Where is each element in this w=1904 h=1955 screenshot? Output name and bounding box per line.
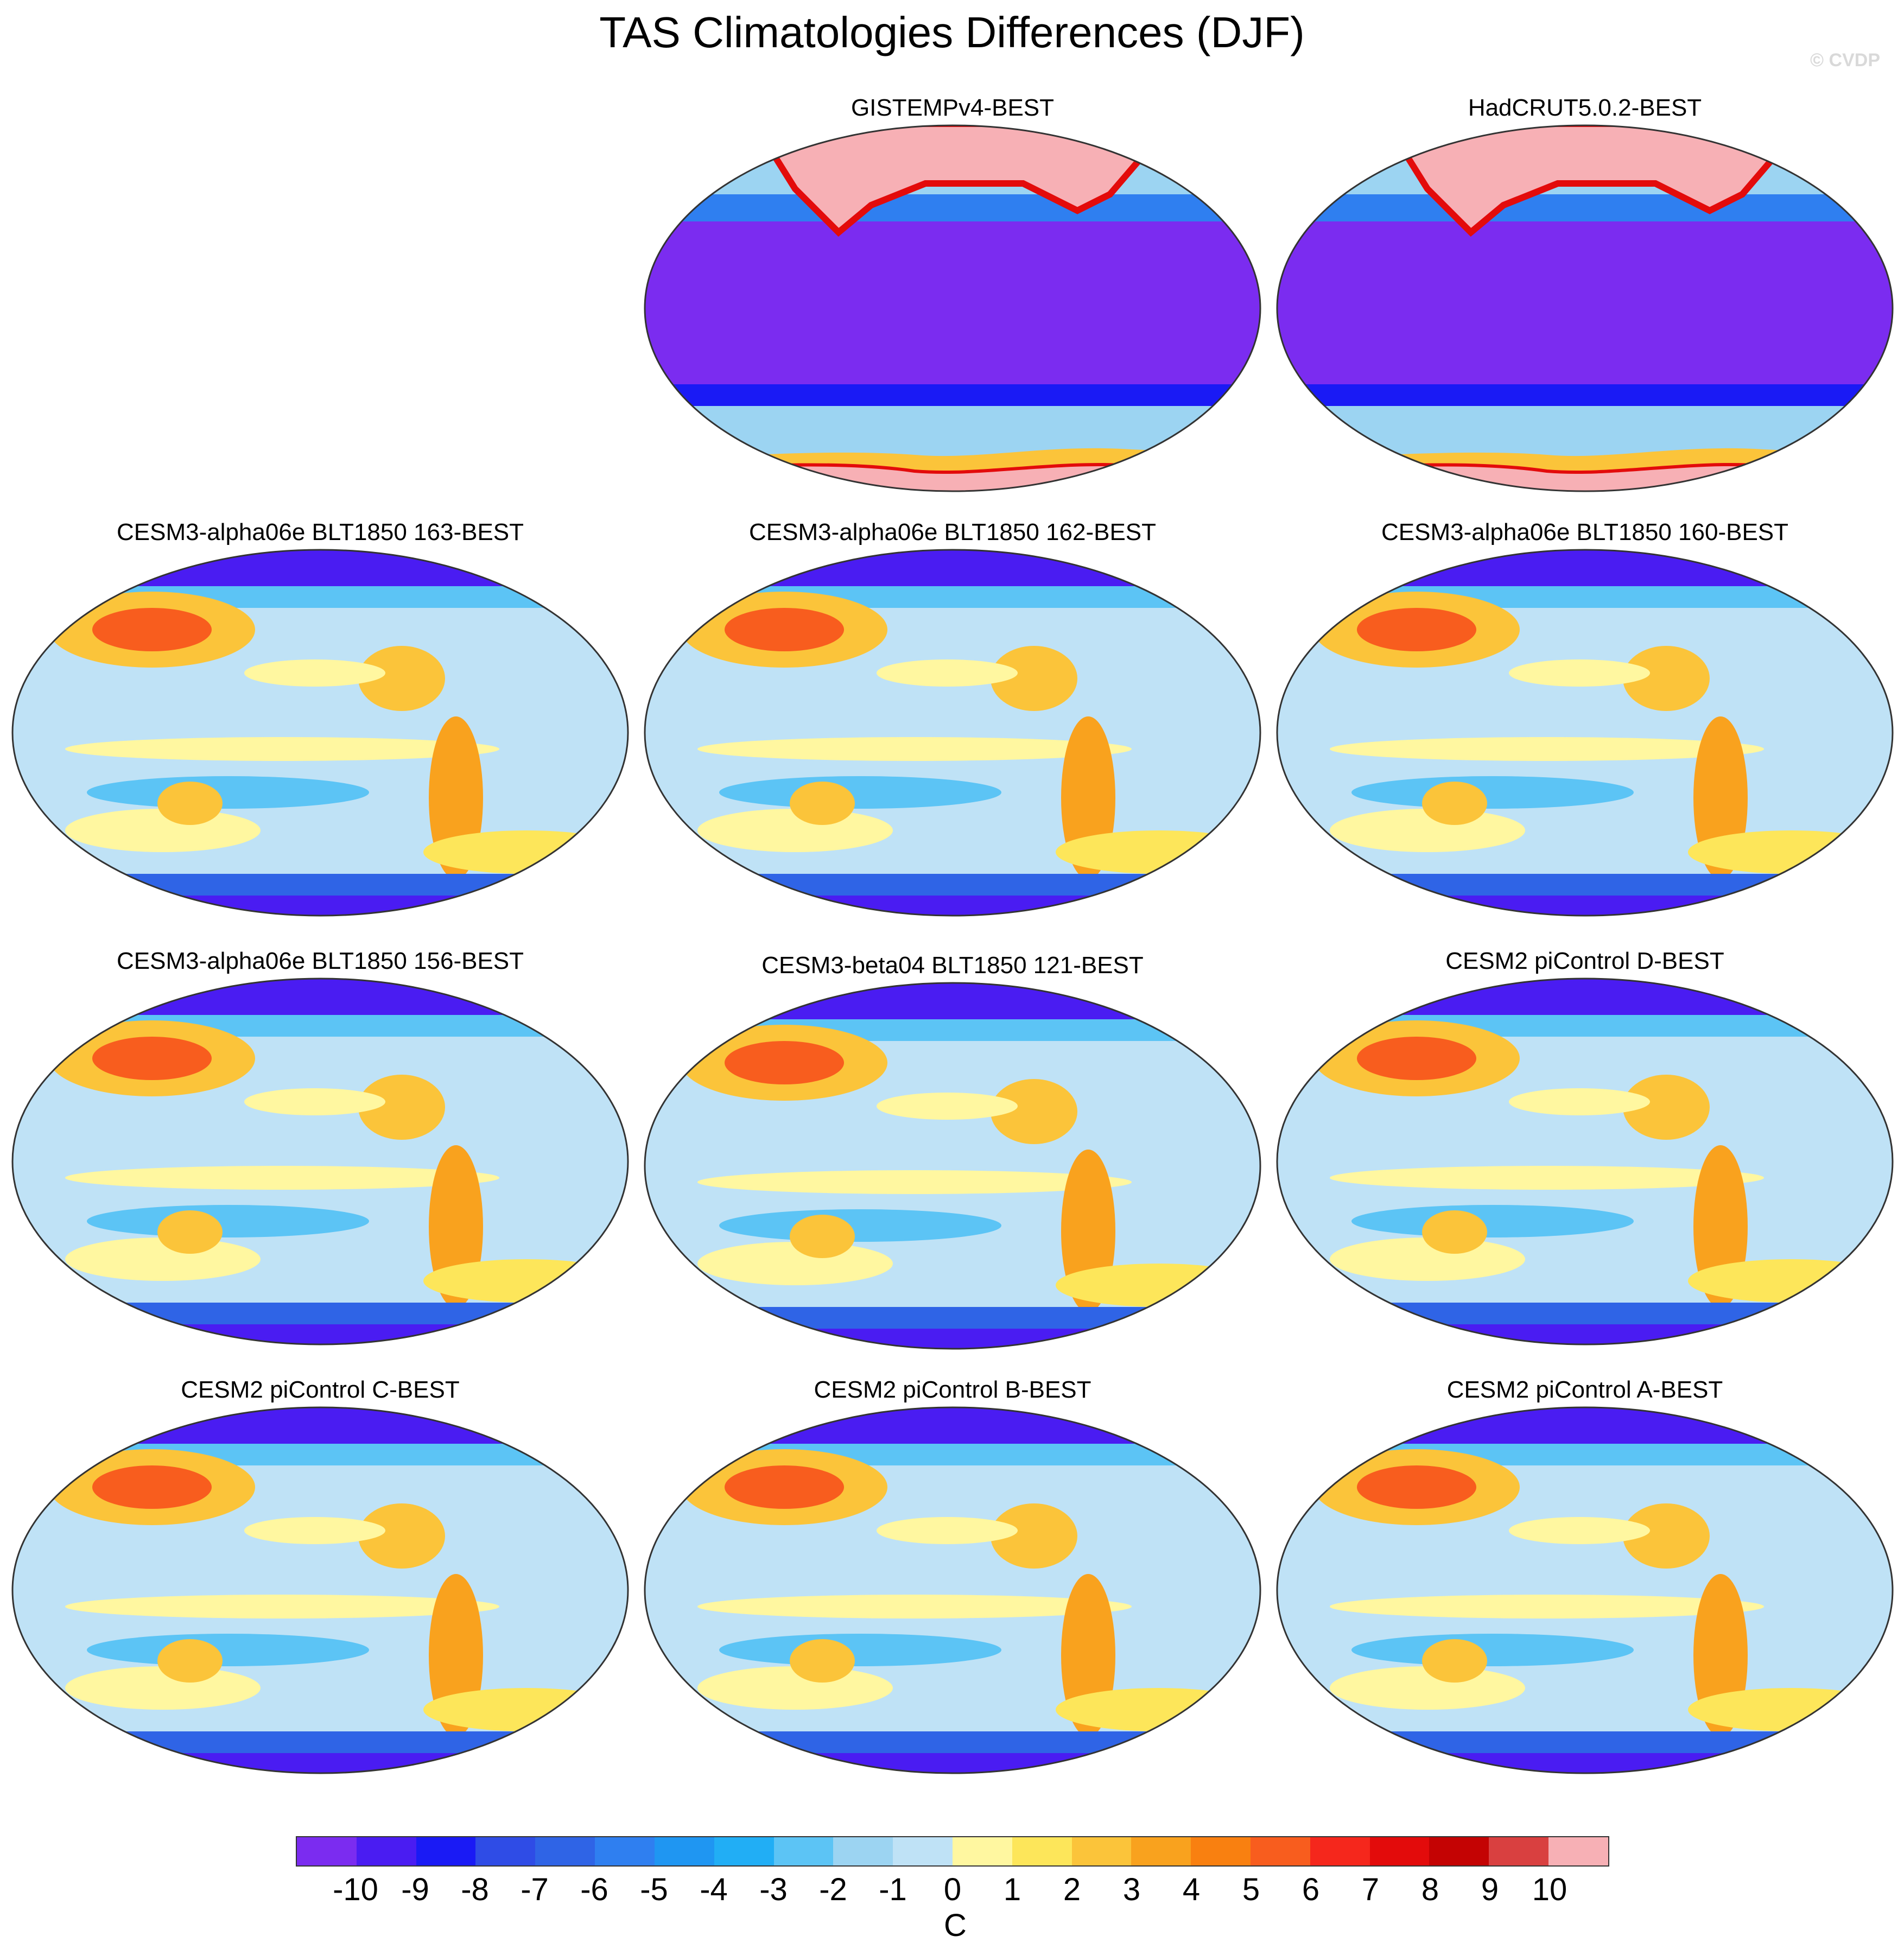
colorbar-segment (1012, 1837, 1072, 1865)
copyright-watermark: © CVDP (1810, 50, 1880, 71)
panel-title-gistemp: GISTEMPv4-BEST (851, 94, 1055, 121)
page-title: TAS Climatologies Differences (DJF) (599, 8, 1305, 56)
colorbar-tick-label: 2 (1063, 1872, 1081, 1907)
colorbar-segment (1251, 1837, 1310, 1865)
panel-title-cesm3-160: CESM3-alpha06e BLT1850 160-BEST (1381, 519, 1789, 545)
colorbar-tick-label: 1 (1003, 1872, 1021, 1907)
colorbar-segment (654, 1837, 714, 1865)
colorbar-segment (1310, 1837, 1370, 1865)
colorbar (296, 1836, 1609, 1867)
colorbar-segment (893, 1837, 953, 1865)
colorbar-tick-label: -2 (819, 1872, 847, 1907)
colorbar-segment (356, 1837, 416, 1865)
colorbar-segment (297, 1837, 357, 1865)
colorbar-tick-label: -1 (879, 1872, 907, 1907)
colorbar-tick-label: -10 (333, 1872, 378, 1907)
panel-title-cesm2-b: CESM2 piControl B-BEST (814, 1376, 1091, 1403)
panel-title-cesm3-156: CESM3-alpha06e BLT1850 156-BEST (116, 948, 524, 974)
colorbar-segment (416, 1837, 476, 1865)
map-gistemp (644, 124, 1261, 492)
colorbar-tick-label: 6 (1302, 1872, 1320, 1907)
map-model (644, 982, 1261, 1350)
colorbar-segment (535, 1837, 595, 1865)
colorbar-tick-label: 10 (1532, 1872, 1567, 1907)
colorbar-segment (952, 1837, 1012, 1865)
colorbar-tick-label: 8 (1421, 1872, 1439, 1907)
colorbar-tick-label: -6 (580, 1872, 608, 1907)
colorbar-tick-label: 3 (1122, 1872, 1141, 1907)
map-model (644, 1406, 1261, 1774)
colorbar-segment (1191, 1837, 1251, 1865)
panel-title-cesm2-c: CESM2 piControl C-BEST (181, 1376, 460, 1403)
map-hadcrut (1276, 124, 1894, 492)
panel-title-cesm3-163: CESM3-alpha06e BLT1850 163-BEST (116, 519, 524, 545)
colorbar-segment (1548, 1837, 1608, 1865)
panel-title-cesm2-d: CESM2 piControl D-BEST (1445, 948, 1724, 974)
colorbar-tick-label: 4 (1182, 1872, 1201, 1907)
colorbar-segment (1489, 1837, 1549, 1865)
colorbar-segment (1131, 1837, 1191, 1865)
colorbar-tick-label: -9 (401, 1872, 429, 1907)
colorbar-tick-label: -7 (521, 1872, 549, 1907)
colorbar-unit-label: C (944, 1908, 967, 1943)
colorbar-tick-label: 9 (1481, 1872, 1499, 1907)
colorbar-segment (595, 1837, 655, 1865)
colorbar-tick-label: 0 (943, 1872, 962, 1907)
colorbar-segment (714, 1837, 774, 1865)
colorbar-tick-label: -3 (759, 1872, 788, 1907)
panel-title-cesm3-162: CESM3-alpha06e BLT1850 162-BEST (748, 519, 1157, 545)
map-model (1276, 549, 1894, 917)
panel-title-cesm3-beta04-121: CESM3-beta04 BLT1850 121-BEST (761, 952, 1144, 979)
colorbar-tick-label: 7 (1361, 1872, 1380, 1907)
map-model (644, 549, 1261, 917)
map-model (11, 1406, 629, 1774)
colorbar-segment (1071, 1837, 1132, 1865)
colorbar-segment (475, 1837, 536, 1865)
colorbar-tick-label: 5 (1242, 1872, 1260, 1907)
colorbar-segment (773, 1837, 834, 1865)
map-model (11, 977, 629, 1345)
map-model (11, 549, 629, 917)
colorbar-segment (1369, 1837, 1430, 1865)
panel-title-hadcrut: HadCRUT5.0.2-BEST (1468, 94, 1702, 121)
colorbar-tick-label: -4 (700, 1872, 728, 1907)
map-model (1276, 977, 1894, 1345)
colorbar-tick-label: -5 (640, 1872, 668, 1907)
panel-title-cesm2-a: CESM2 piControl A-BEST (1446, 1376, 1723, 1403)
map-model (1276, 1406, 1894, 1774)
colorbar-segment (1429, 1837, 1489, 1865)
colorbar-tick-label: -8 (461, 1872, 489, 1907)
colorbar-ticks: -10 -9 -8 -7 -6 -5 -4 -3 -2 -1 0 1 2 3 4 5 6 7 8 9 10 (296, 1871, 1609, 1909)
colorbar-segment (833, 1837, 893, 1865)
